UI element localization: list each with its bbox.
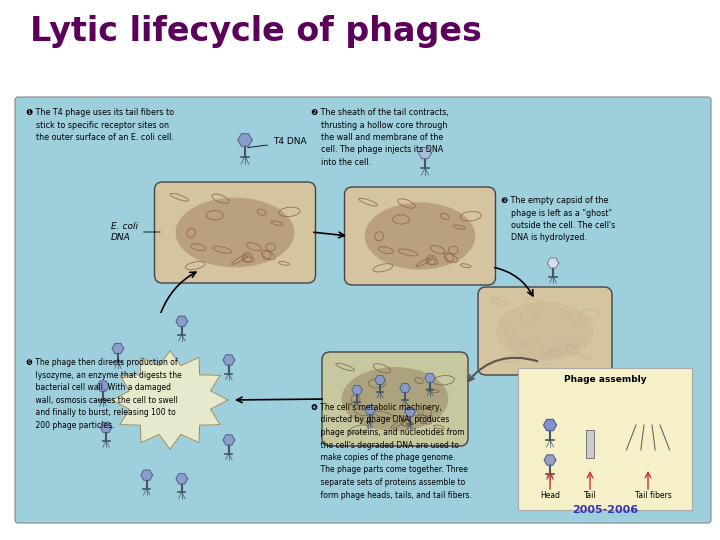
FancyBboxPatch shape xyxy=(518,368,692,510)
Ellipse shape xyxy=(342,367,449,431)
Polygon shape xyxy=(418,147,431,159)
Ellipse shape xyxy=(497,301,593,361)
Text: ❹ The cell's metabolic machinery,
    directed by phage DNA, produces
    phage : ❹ The cell's metabolic machinery, direct… xyxy=(311,403,472,500)
Text: 2005-2006: 2005-2006 xyxy=(572,505,638,515)
FancyBboxPatch shape xyxy=(15,97,711,523)
Polygon shape xyxy=(400,383,410,393)
Polygon shape xyxy=(352,386,362,395)
Polygon shape xyxy=(547,258,559,268)
FancyBboxPatch shape xyxy=(155,182,315,283)
Text: ❸ The empty capsid of the
    phage is left as a "ghost"
    outside the cell. T: ❸ The empty capsid of the phage is left … xyxy=(501,196,616,242)
FancyBboxPatch shape xyxy=(322,352,468,446)
Text: ❷ The sheath of the tail contracts,
    thrusting a hollow core through
    the : ❷ The sheath of the tail contracts, thru… xyxy=(311,108,449,167)
Ellipse shape xyxy=(364,202,475,269)
Text: Tail fibers: Tail fibers xyxy=(634,491,671,500)
Text: Head: Head xyxy=(540,491,560,500)
Text: ❶ The T4 phage uses its tail fibers to
    stick to specific receptor sites on
 : ❶ The T4 phage uses its tail fibers to s… xyxy=(26,108,174,142)
Polygon shape xyxy=(223,355,235,365)
Text: Phage assembly: Phage assembly xyxy=(564,375,647,384)
Polygon shape xyxy=(223,435,235,445)
Polygon shape xyxy=(365,406,375,415)
Text: Tail: Tail xyxy=(584,491,596,500)
Text: E. coli
DNA: E. coli DNA xyxy=(111,222,161,242)
Polygon shape xyxy=(238,134,252,146)
Polygon shape xyxy=(176,316,188,326)
Polygon shape xyxy=(176,474,188,484)
Text: Lytic lifecycle of phages: Lytic lifecycle of phages xyxy=(30,15,482,48)
Text: ❺ The phage then directs production of
    lysozyme, an enzyme that digests the
: ❺ The phage then directs production of l… xyxy=(26,358,181,429)
Polygon shape xyxy=(405,408,415,416)
FancyBboxPatch shape xyxy=(344,187,495,285)
FancyBboxPatch shape xyxy=(478,287,612,375)
Polygon shape xyxy=(375,375,385,384)
Polygon shape xyxy=(544,455,556,465)
Bar xyxy=(586,430,594,458)
Polygon shape xyxy=(97,381,109,391)
Polygon shape xyxy=(112,350,228,449)
Polygon shape xyxy=(425,374,435,382)
Text: T4 DNA: T4 DNA xyxy=(248,138,307,147)
Polygon shape xyxy=(544,420,557,430)
Ellipse shape xyxy=(176,198,294,267)
Polygon shape xyxy=(112,343,124,354)
Polygon shape xyxy=(141,470,153,480)
Polygon shape xyxy=(100,422,112,433)
